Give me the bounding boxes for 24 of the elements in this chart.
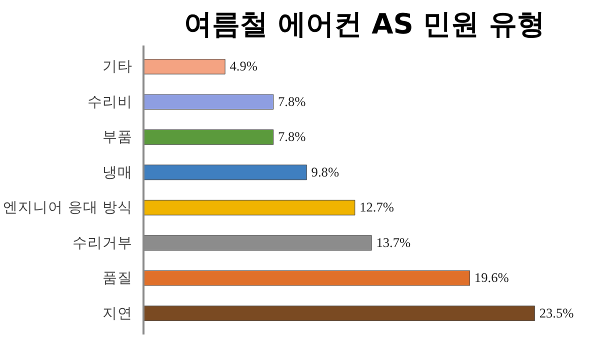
y-tick-label: 수리비 — [88, 93, 132, 110]
data-label: 23.5% — [539, 305, 574, 320]
data-label: 12.7% — [360, 200, 394, 215]
bar — [144, 306, 535, 322]
y-tick-label: 기타 — [102, 58, 132, 76]
bar — [144, 129, 274, 145]
y-tick-label: 수리거부 — [72, 234, 132, 252]
data-label: 4.9% — [230, 58, 258, 74]
y-tick-label: 엔지니어 응대 방식 — [3, 199, 133, 216]
data-label: 7.8% — [278, 129, 306, 144]
data-label: 7.8% — [278, 94, 306, 109]
bar — [144, 200, 356, 216]
bar — [144, 164, 307, 180]
data-label: 13.7% — [376, 234, 411, 250]
y-tick-label: 냉매 — [102, 164, 132, 181]
y-tick-label: 품질 — [102, 270, 132, 287]
data-label: 19.6% — [474, 270, 509, 286]
chart-title: 여름철 에어컨 AS 민원 유형 — [184, 8, 545, 40]
bar — [144, 94, 274, 110]
y-tick-label: 부품 — [102, 128, 132, 146]
bar — [144, 270, 470, 286]
data-label: 9.8% — [311, 164, 340, 180]
bar — [144, 58, 226, 74]
y-tick-label: 지연 — [102, 304, 132, 322]
